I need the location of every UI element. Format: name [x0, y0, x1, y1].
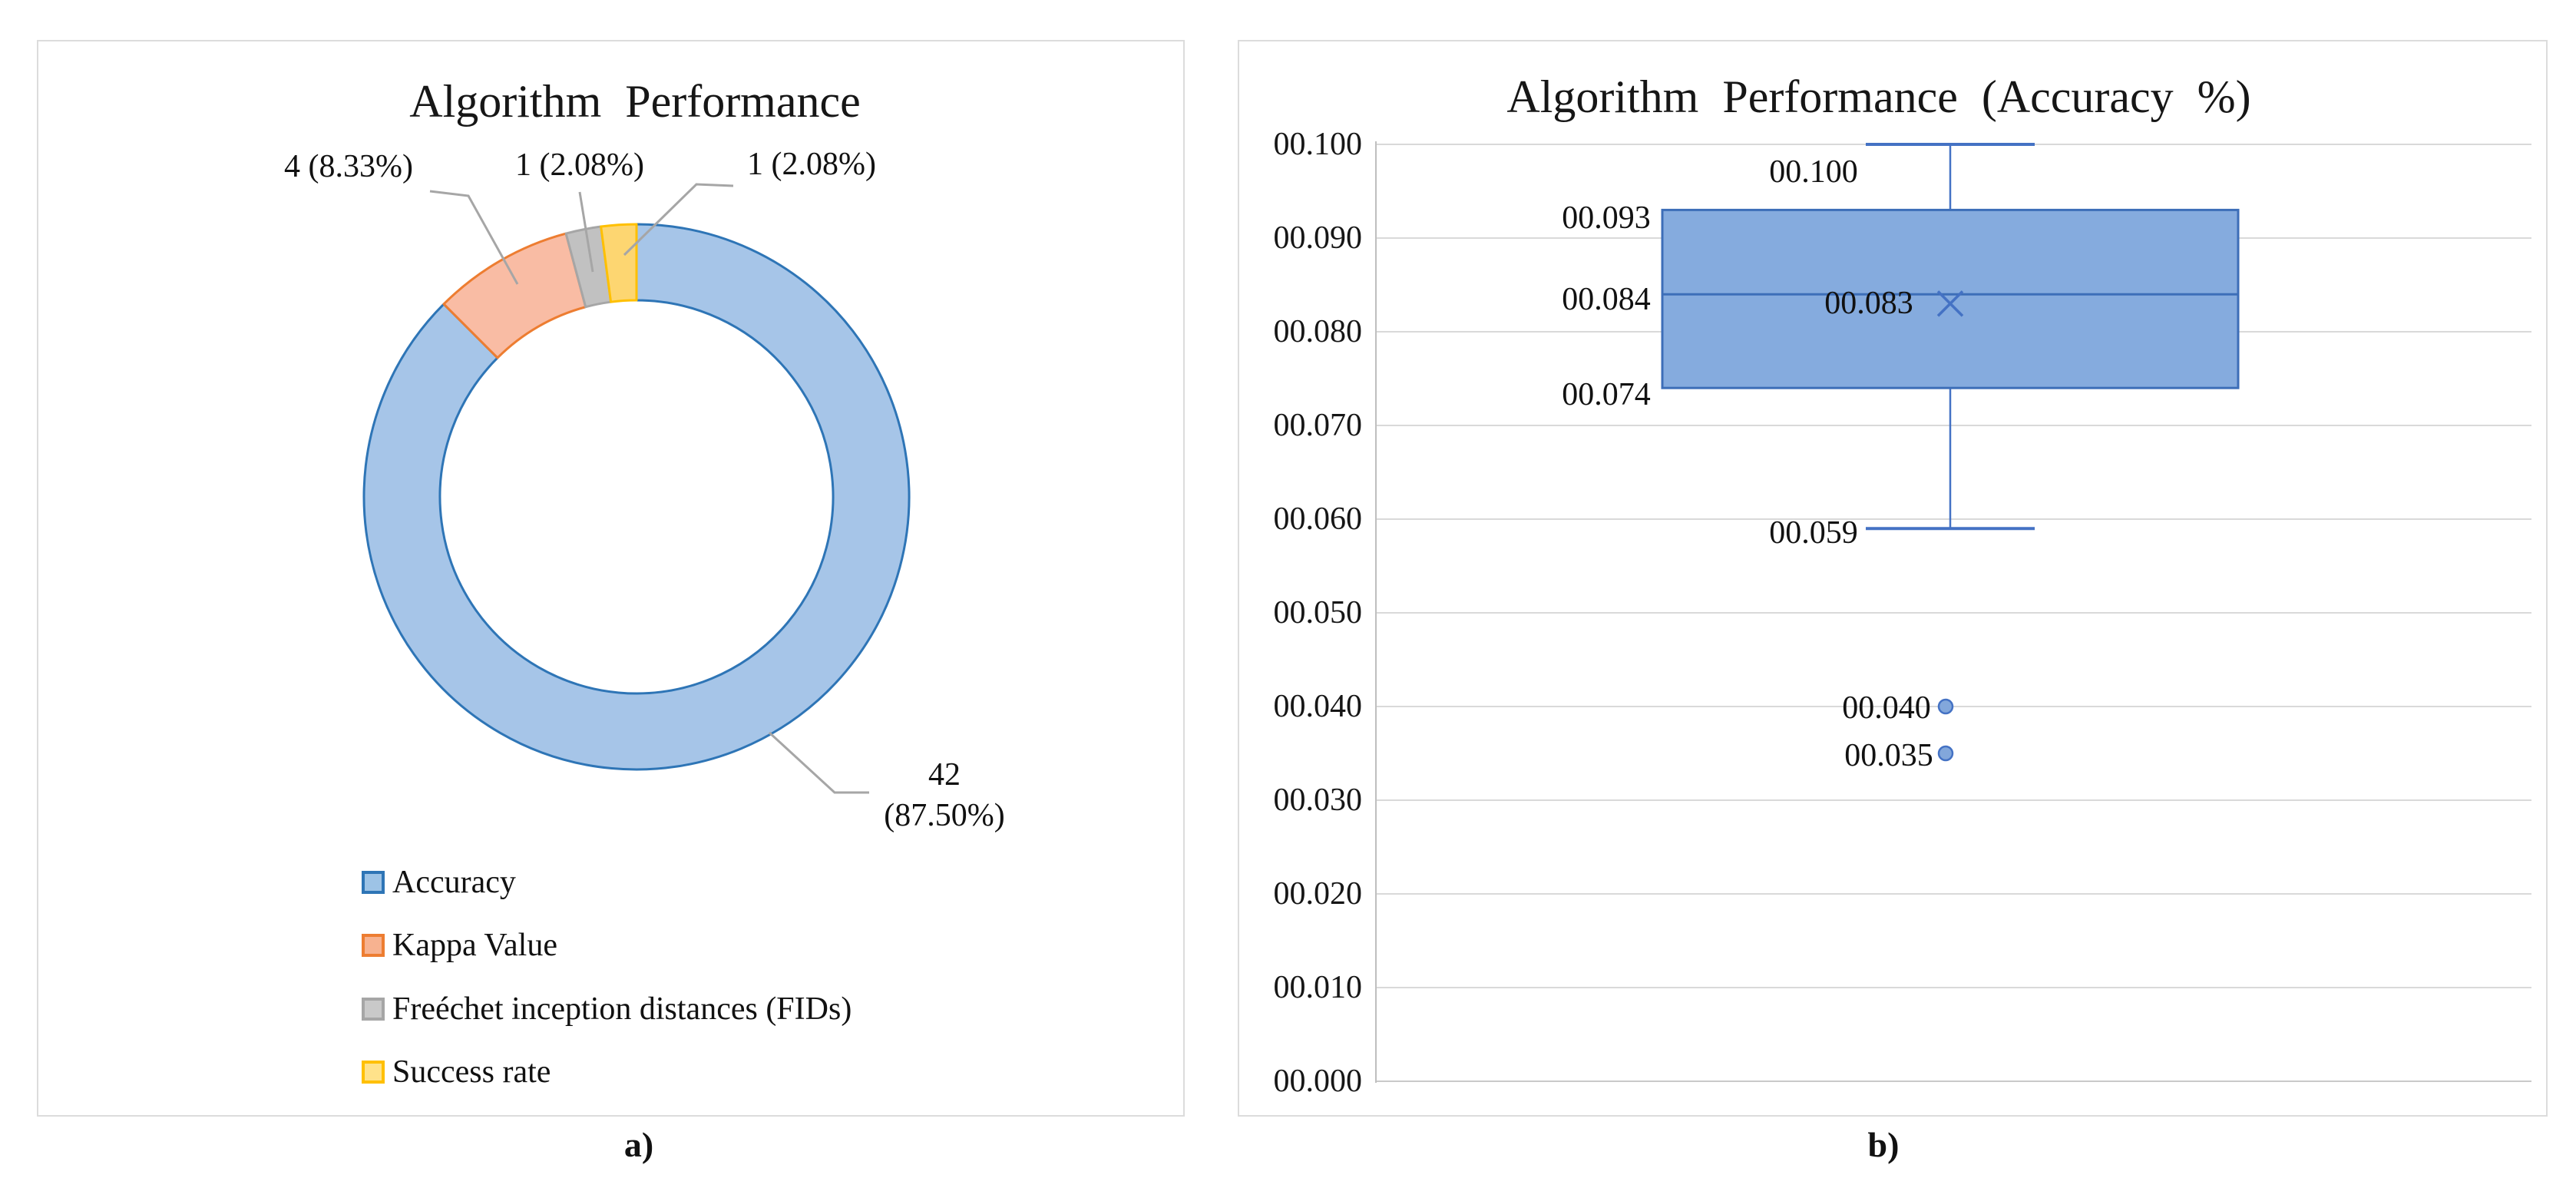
y-tick-label: 00.060	[1273, 501, 1363, 537]
stat-label-median: 00.084	[1562, 282, 1651, 317]
doughnut-slice-accuracy	[362, 223, 911, 771]
y-tick-label: 00.020	[1273, 876, 1363, 912]
stat-label-q3: 00.093	[1562, 200, 1651, 236]
subfigure-label-a: a)	[623, 1125, 654, 1164]
y-tick-label: 00.080	[1273, 314, 1363, 349]
panel-doughnut-chart: Algorithm Performance 4 (8.33%) 1 (2.08%…	[37, 40, 1185, 1117]
leader-line-kappa	[429, 190, 519, 285]
stat-label-whisker-low: 00.059	[1769, 515, 1858, 551]
box-plot-canvas	[1375, 141, 2531, 1083]
leader-line-accuracy	[768, 731, 869, 794]
leader-line-success	[623, 183, 734, 256]
callout-label-success: 1 (2.08%)	[747, 147, 876, 182]
leader-line-fids	[578, 191, 594, 273]
doughnut-slice-success-rate	[600, 223, 638, 303]
callout-label-kappa: 4 (8.33%)	[284, 149, 413, 184]
stat-label-whisker-high: 00.100	[1769, 154, 1858, 190]
doughnut-chart-title: Algorithm Performance	[409, 76, 861, 127]
stat-label-outlier-1: 00.040	[1842, 690, 1931, 726]
y-tick-label: 00.090	[1273, 220, 1363, 256]
y-tick-label: 00.000	[1273, 1064, 1363, 1099]
stat-label-q1: 00.074	[1562, 377, 1651, 412]
callout-label-fids: 1 (2.08%)	[515, 147, 644, 183]
panel-box-plot: Algorithm Performance (Accuracy %) 00.10…	[1238, 40, 2548, 1117]
y-tick-label: 00.050	[1273, 595, 1363, 630]
stat-label-mean: 00.083	[1824, 286, 1913, 321]
doughnut-chart-canvas	[362, 183, 911, 794]
y-tick-label: 00.070	[1273, 408, 1363, 443]
y-tick-label: 00.040	[1273, 689, 1363, 724]
outlier-point-1	[1937, 698, 1954, 715]
iqr-box	[1661, 208, 2240, 389]
y-tick-label: 00.010	[1273, 970, 1363, 1005]
box-plot-title: Algorithm Performance (Accuracy %)	[1506, 71, 2251, 122]
callout-label-accuracy: 42 (87.50%)	[884, 755, 1004, 836]
y-tick-label: 00.030	[1273, 783, 1363, 818]
callout-accuracy-count: 42	[928, 757, 961, 793]
y-tick-label: 00.100	[1273, 127, 1363, 162]
subfigure-label-b: b)	[1867, 1125, 1900, 1164]
callout-accuracy-percent: (87.50%)	[884, 798, 1005, 833]
stat-label-outlier-2: 00.035	[1844, 738, 1933, 773]
outlier-point-2	[1937, 745, 1954, 762]
mean-x-marker	[1936, 290, 1964, 317]
